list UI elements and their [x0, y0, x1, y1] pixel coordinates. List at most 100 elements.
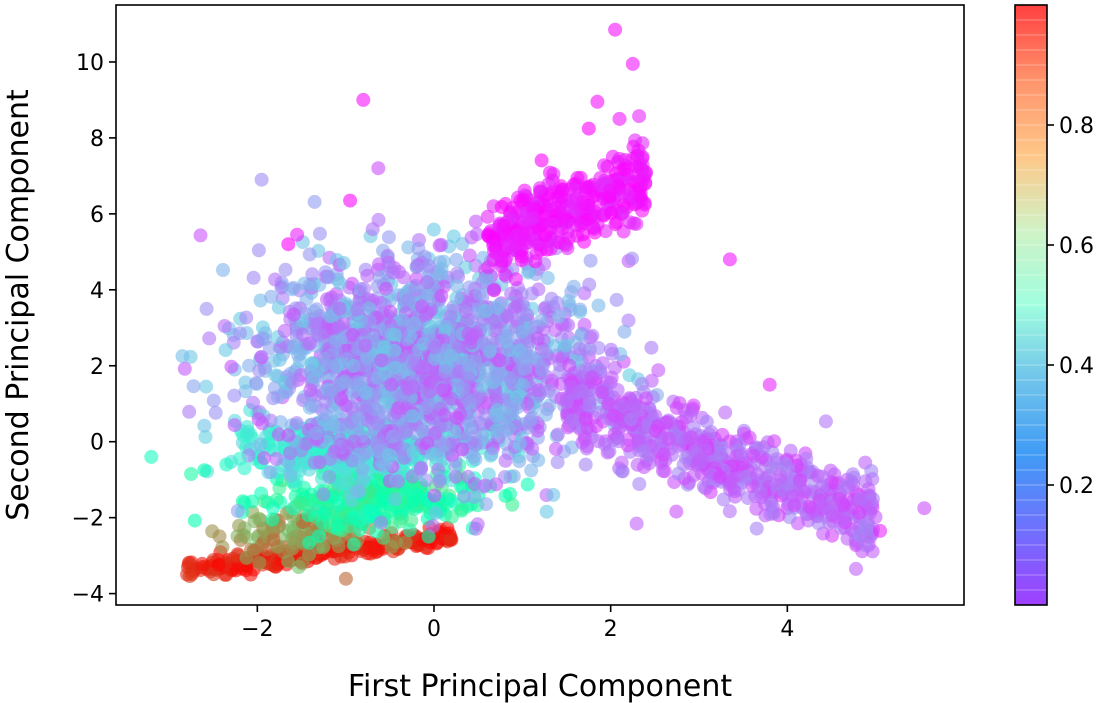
scatter-point	[344, 453, 359, 468]
scatter-point	[362, 314, 377, 329]
scatter-point	[253, 437, 268, 452]
scatter-point	[366, 504, 381, 519]
scatter-point	[782, 510, 797, 525]
scatter-point	[425, 519, 440, 534]
scatter-point	[696, 479, 711, 494]
scatter-point	[608, 22, 623, 37]
scatter-point	[330, 518, 345, 533]
scatter-point	[326, 417, 341, 432]
scatter-point	[391, 425, 405, 440]
scatter-point	[573, 384, 588, 399]
scatter-point	[282, 446, 297, 461]
scatter-point	[550, 455, 565, 470]
scatter-point	[303, 383, 318, 398]
scatter-point	[427, 351, 442, 366]
scatter-point	[496, 218, 511, 233]
scatter-point	[474, 379, 489, 393]
scatter-point	[346, 537, 361, 552]
scatter-point	[591, 341, 606, 355]
scatter-point	[629, 168, 644, 183]
scatter-point	[449, 410, 464, 425]
scatter-point	[512, 436, 527, 451]
scatter-point	[271, 300, 286, 315]
scatter-point	[428, 426, 443, 441]
scatter-point	[587, 204, 602, 219]
scatter-point	[583, 253, 598, 268]
scatter-point	[181, 557, 196, 572]
scatter-point	[307, 455, 322, 470]
scatter-point	[268, 368, 283, 383]
scatter-point	[609, 292, 624, 307]
scatter-point	[329, 358, 344, 373]
y-tick-label: −2	[72, 507, 104, 532]
scatter-point	[561, 294, 576, 309]
scatter-point	[462, 248, 477, 263]
scatter-point	[792, 479, 807, 493]
scatter-point	[287, 535, 302, 550]
scatter-point	[615, 464, 630, 479]
scatter-point	[272, 352, 287, 367]
scatter-point	[427, 340, 442, 355]
scatter-point	[419, 473, 434, 488]
scatter-point	[370, 370, 385, 385]
scatter-point	[449, 291, 464, 306]
scatter-point	[617, 162, 632, 177]
scatter-point	[205, 524, 220, 539]
scatter-point	[420, 275, 434, 290]
scatter-point	[438, 364, 452, 379]
scatter-point	[184, 467, 199, 481]
colorbar-frame	[1014, 4, 1048, 606]
scatter-point	[716, 492, 731, 507]
scatter-point	[208, 405, 223, 420]
scatter-point	[849, 561, 863, 576]
scatter-point	[370, 437, 385, 452]
scatter-point	[626, 398, 641, 413]
scatter-point	[484, 447, 499, 462]
scatter-point	[376, 339, 391, 354]
scatter-point	[238, 375, 253, 390]
scatter-point	[500, 409, 515, 424]
scatter-point	[683, 408, 698, 423]
scatter-point	[346, 358, 361, 373]
scatter-point	[420, 436, 435, 451]
scatter-point	[435, 383, 450, 398]
scatter-point	[460, 312, 475, 327]
scatter-point	[427, 488, 442, 503]
y-tick-label: 4	[90, 279, 104, 304]
scatter-point	[206, 393, 221, 408]
scatter-point	[360, 268, 375, 283]
scatter-point	[215, 540, 230, 555]
scatter-point	[615, 398, 630, 413]
x-axis-label: First Principal Component	[348, 669, 732, 703]
scatter-point	[540, 271, 555, 285]
scatter-point	[785, 489, 800, 504]
plot-frame	[115, 4, 965, 606]
scatter-point	[426, 222, 441, 237]
scatter-point	[651, 363, 666, 378]
scatter-point	[302, 247, 317, 262]
scatter-point	[578, 457, 593, 472]
scatter-point	[434, 288, 449, 303]
scatter-point	[355, 461, 370, 476]
scatter-point	[266, 391, 281, 406]
scatter-point	[738, 470, 753, 484]
scatter-point	[278, 262, 293, 277]
scatter-point	[858, 474, 873, 489]
scatter-point	[387, 343, 402, 358]
scatter-point	[568, 183, 583, 198]
scatter-point	[265, 512, 280, 527]
scatter-point	[501, 342, 516, 357]
scatter-point	[545, 173, 560, 188]
scatter-point	[722, 504, 737, 519]
scatter-point	[699, 414, 714, 429]
scatter-point	[437, 438, 452, 453]
scatter-point	[512, 454, 527, 469]
scatter-point	[346, 385, 360, 400]
scatter-point	[468, 438, 483, 453]
scatter-point	[239, 310, 254, 325]
scatter-point	[260, 495, 275, 510]
scatter-point	[713, 469, 727, 484]
scatter-point	[415, 299, 430, 314]
scatter-point	[621, 313, 636, 328]
scatter-point	[531, 453, 546, 468]
